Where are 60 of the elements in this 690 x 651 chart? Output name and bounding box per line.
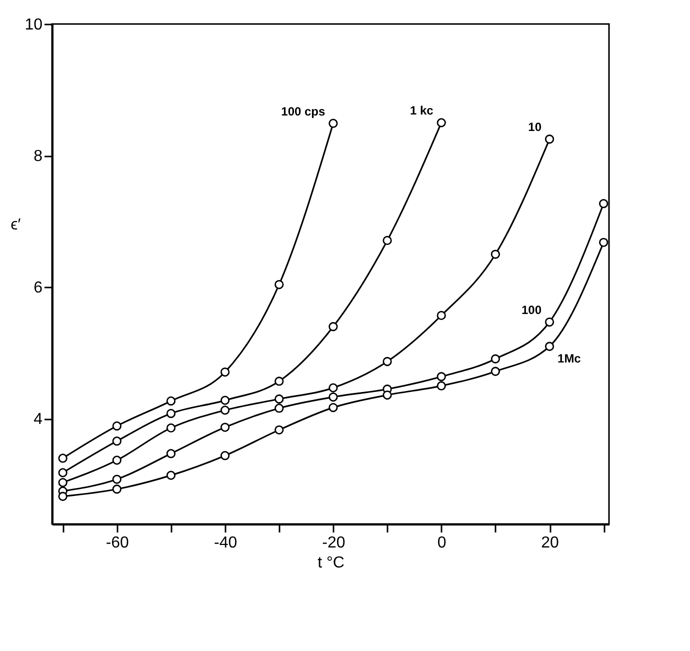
series-label: 10 [528,120,542,134]
x-tick-label: -60 [106,534,130,552]
point [274,280,284,290]
x-tick-label: -20 [322,534,346,552]
point [112,436,122,446]
point [328,383,338,392]
point [220,422,230,432]
point [58,454,68,463]
point [436,381,446,390]
point [166,470,176,480]
point [166,423,176,433]
point [436,118,446,128]
point [58,492,68,501]
point [328,118,338,128]
point [599,238,608,247]
x-tick-label: 0 [437,534,446,552]
point [382,236,392,246]
point [328,392,338,402]
point [166,396,176,406]
y-tick-label: 6 [34,280,43,297]
y-tick-label: 10 [24,16,43,34]
series-label: 100 cps [281,104,326,118]
series-label: 100 [521,303,542,318]
point [382,390,392,400]
point [220,451,230,460]
y-tick-label: 4 [34,411,43,428]
x-tick-label: 20 [541,534,560,552]
series-label: 1Mc [558,351,582,366]
point [112,456,122,465]
point [112,484,122,494]
point [274,404,284,413]
point [274,376,284,386]
point [112,421,122,431]
point [382,356,392,366]
point [58,478,68,488]
series-label: 1 kc [410,104,434,118]
point [490,354,500,364]
point [274,394,284,404]
y-axis-title: ϵ′ [10,216,21,234]
point [328,322,338,332]
point [274,425,284,434]
point [544,317,554,327]
point [544,342,554,351]
point [220,406,230,415]
point [599,199,608,208]
point [436,372,446,382]
point [328,402,338,412]
point [490,250,500,259]
point [166,449,176,458]
point [220,367,230,377]
point [436,310,446,320]
y-tick-label: 8 [34,148,43,166]
point [58,468,68,478]
point [112,474,122,484]
point [220,396,230,405]
x-tick-label: -40 [214,534,238,552]
point [166,408,176,418]
x-axis-title: t °C [318,554,344,572]
point [544,134,554,144]
point [490,366,500,376]
